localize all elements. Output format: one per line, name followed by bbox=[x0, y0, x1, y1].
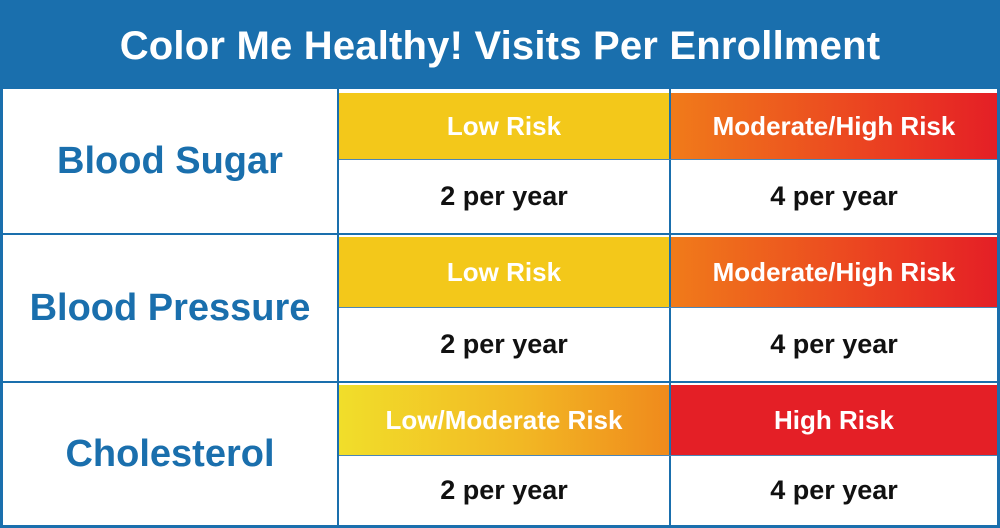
risk-cell-low-moderate: Low/Moderate Risk bbox=[339, 385, 669, 455]
row-divider bbox=[3, 381, 997, 383]
value-cell-left: 2 per year bbox=[339, 456, 669, 525]
table-row-blood-pressure: Blood Pressure Low Risk Moderate/High Ri… bbox=[3, 235, 997, 381]
risk-cell-moderate-high: Moderate/High Risk bbox=[671, 93, 997, 159]
row-label-cholesterol: Cholesterol bbox=[65, 432, 275, 475]
cell-divider bbox=[339, 159, 997, 160]
cell-divider bbox=[339, 307, 997, 308]
risk-cell-low: Low Risk bbox=[339, 93, 669, 159]
risk-cell-moderate-high: Moderate/High Risk bbox=[671, 237, 997, 307]
value-cell-right: 4 per year bbox=[671, 160, 997, 233]
cell-divider bbox=[339, 455, 997, 456]
table-title: Color Me Healthy! Visits Per Enrollment bbox=[3, 3, 997, 89]
risk-cell-low: Low Risk bbox=[339, 237, 669, 307]
table-row-cholesterol: Cholesterol Low/Moderate Risk High Risk … bbox=[3, 383, 997, 525]
value-cell-right: 4 per year bbox=[671, 456, 997, 525]
value-cell-left: 2 per year bbox=[339, 160, 669, 233]
column-divider bbox=[337, 89, 339, 525]
row-label-blood-pressure: Blood Pressure bbox=[29, 286, 311, 329]
value-cell-right: 4 per year bbox=[671, 308, 997, 381]
table-row-blood-sugar: Blood Sugar Low Risk Moderate/High Risk … bbox=[3, 89, 997, 233]
row-divider bbox=[3, 233, 997, 235]
value-cell-left: 2 per year bbox=[339, 308, 669, 381]
risk-cell-high: High Risk bbox=[671, 385, 997, 455]
row-label-blood-sugar: Blood Sugar bbox=[57, 139, 283, 182]
